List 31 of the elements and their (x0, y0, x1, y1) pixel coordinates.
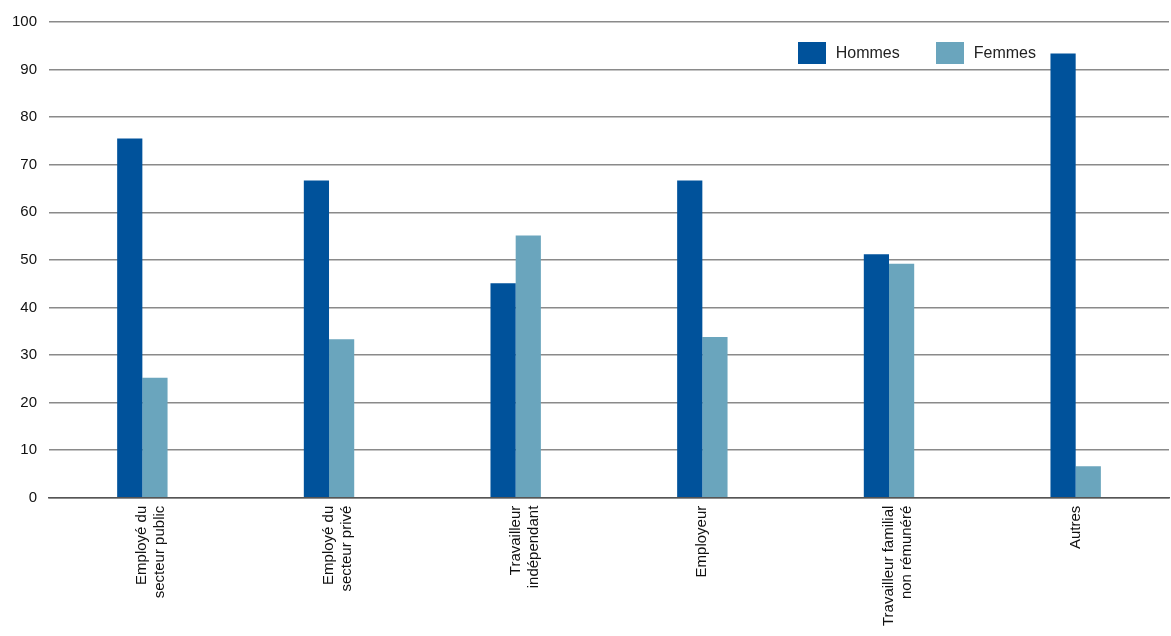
y-tick-label: 30 (20, 345, 38, 363)
bar (117, 138, 143, 497)
x-tick-label: Employé du secteur privé (319, 505, 355, 592)
x-tick-label: Autres (1065, 505, 1083, 550)
bar (515, 235, 541, 497)
y-tick-label: 10 (20, 440, 38, 458)
x-tick-label: Travailleur indépendant (505, 504, 541, 589)
y-tick-label: 20 (20, 392, 38, 410)
y-tick-label: 80 (20, 107, 38, 125)
bar (1050, 53, 1076, 497)
bar (889, 263, 915, 497)
legend-label: Hommes (835, 44, 900, 62)
bar (490, 283, 516, 497)
y-tick-label: 0 (28, 487, 38, 505)
x-tick-label: Employeur (692, 505, 710, 578)
bar (303, 180, 330, 497)
y-tick-label: 90 (20, 59, 38, 77)
y-tick-label: 70 (20, 154, 38, 172)
y-tick-label: 100 (12, 12, 38, 30)
y-tick-label: 40 (20, 297, 38, 315)
bar (142, 377, 168, 497)
legend-label: Femmes (973, 44, 1036, 62)
bar (677, 180, 703, 497)
y-tick-label: 60 (20, 202, 38, 220)
bar (329, 339, 355, 497)
bar (863, 254, 890, 497)
y-tick-label: 50 (20, 249, 38, 267)
bar (702, 336, 728, 497)
x-tick-label: Employé du secteur public (132, 505, 168, 599)
x-tick-label: Travailleur familial non rémunéré (879, 505, 915, 626)
bar (1075, 466, 1101, 497)
